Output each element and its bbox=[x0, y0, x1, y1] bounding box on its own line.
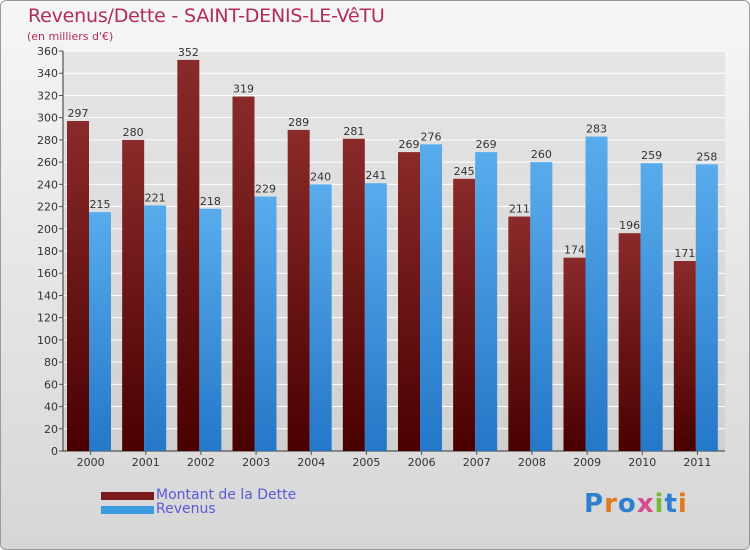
legend-label-revenus: Revenus bbox=[156, 501, 216, 517]
bar-revenus bbox=[364, 183, 387, 451]
y-tick-label: 60 bbox=[44, 378, 58, 391]
data-label-dette: 352 bbox=[178, 46, 199, 59]
y-tick-label: 320 bbox=[37, 89, 58, 102]
bar-revenus bbox=[475, 152, 498, 451]
chart-subtitle: (en milliers d'€) bbox=[27, 30, 114, 43]
y-tick-label: 40 bbox=[44, 401, 58, 414]
legend-swatch-dette bbox=[101, 492, 154, 500]
y-tick-label: 100 bbox=[37, 334, 58, 347]
y-tick-label: 120 bbox=[37, 312, 58, 325]
data-label-dette: 196 bbox=[619, 219, 640, 232]
y-tick-label: 200 bbox=[37, 223, 58, 236]
data-label-dette: 289 bbox=[288, 116, 309, 129]
x-tick-label: 2005 bbox=[352, 456, 380, 469]
x-tick-label: 2000 bbox=[77, 456, 105, 469]
bar-dette bbox=[232, 96, 255, 452]
data-label-revenus: 215 bbox=[90, 198, 111, 211]
y-tick-label: 280 bbox=[37, 134, 58, 147]
y-tick-label: 240 bbox=[37, 178, 58, 191]
chart-title: Revenus/Dette - SAINT-DENIS-LE-VêTU bbox=[28, 5, 385, 27]
y-tick-label: 20 bbox=[44, 423, 58, 436]
data-label-revenus: 240 bbox=[310, 170, 331, 183]
data-label-dette: 319 bbox=[233, 83, 254, 96]
data-label-dette: 245 bbox=[454, 165, 475, 178]
x-tick-label: 2001 bbox=[132, 456, 160, 469]
data-label-revenus: 258 bbox=[696, 150, 717, 163]
x-tick-label: 2008 bbox=[518, 456, 546, 469]
data-label-revenus: 218 bbox=[200, 195, 221, 208]
data-label-dette: 269 bbox=[399, 138, 420, 151]
bar-dette bbox=[453, 178, 476, 451]
bar-revenus bbox=[254, 196, 277, 451]
bar-revenus bbox=[309, 184, 332, 452]
y-tick-label: 0 bbox=[51, 445, 58, 458]
legend-label-dette: Montant de la Dette bbox=[156, 487, 297, 503]
x-tick-label: 2009 bbox=[573, 456, 601, 469]
y-tick-label: 180 bbox=[37, 245, 58, 258]
bar-dette bbox=[287, 129, 310, 451]
bar-dette bbox=[618, 233, 641, 451]
logo-letter: r bbox=[604, 489, 618, 519]
x-tick-label: 2003 bbox=[242, 456, 270, 469]
y-tick-label: 300 bbox=[37, 112, 58, 125]
data-label-revenus: 241 bbox=[365, 169, 386, 182]
y-tick-label: 80 bbox=[44, 356, 58, 369]
bar-revenus bbox=[530, 162, 553, 451]
data-label-revenus: 221 bbox=[145, 191, 166, 204]
y-tick-label: 160 bbox=[37, 267, 58, 280]
bar-dette bbox=[67, 121, 89, 451]
y-tick-label: 140 bbox=[37, 289, 58, 302]
logo-letter: i bbox=[677, 489, 688, 519]
data-label-revenus: 276 bbox=[421, 130, 442, 143]
bar-dette bbox=[342, 138, 365, 451]
logo-letter: x bbox=[636, 489, 655, 519]
data-label-dette: 211 bbox=[509, 203, 530, 216]
data-label-revenus: 283 bbox=[586, 123, 607, 136]
bar-dette bbox=[398, 152, 420, 451]
x-tick-label: 2011 bbox=[683, 456, 711, 469]
bar-revenus bbox=[695, 164, 718, 452]
legend-item-dette: Montant de la Dette bbox=[101, 487, 361, 504]
bar-revenus bbox=[89, 212, 111, 451]
y-tick-label: 360 bbox=[37, 45, 58, 58]
logo-letter: o bbox=[617, 489, 637, 519]
bar-revenus bbox=[144, 205, 167, 451]
bar-dette bbox=[673, 261, 696, 451]
x-tick-label: 2007 bbox=[463, 456, 491, 469]
data-label-revenus: 269 bbox=[476, 138, 497, 151]
y-tick-label: 340 bbox=[37, 67, 58, 80]
data-label-dette: 297 bbox=[68, 107, 89, 120]
logo-letter: i bbox=[654, 489, 665, 519]
data-label-revenus: 229 bbox=[255, 183, 276, 196]
x-tick-label: 2004 bbox=[297, 456, 325, 469]
legend-item-revenus: Revenus bbox=[101, 501, 361, 518]
bar-revenus bbox=[199, 208, 222, 451]
x-tick-label: 2006 bbox=[408, 456, 436, 469]
data-label-revenus: 260 bbox=[531, 148, 552, 161]
data-label-dette: 280 bbox=[123, 126, 144, 139]
x-tick-label: 2010 bbox=[628, 456, 656, 469]
bar-dette bbox=[177, 59, 200, 452]
y-tick-label: 220 bbox=[37, 201, 58, 214]
bar-dette bbox=[508, 216, 531, 451]
x-tick-label: 2002 bbox=[187, 456, 215, 469]
bar-revenus bbox=[585, 136, 608, 452]
logo-letter: P bbox=[584, 489, 605, 519]
data-label-dette: 281 bbox=[343, 125, 364, 138]
data-label-dette: 171 bbox=[674, 247, 695, 260]
data-label-dette: 174 bbox=[564, 244, 585, 257]
data-label-revenus: 259 bbox=[641, 149, 662, 162]
logo-letter: t bbox=[664, 489, 678, 519]
bar-revenus bbox=[640, 163, 663, 451]
bar-dette bbox=[563, 257, 586, 451]
proxiti-logo: Proxiti bbox=[584, 489, 688, 519]
y-tick-label: 260 bbox=[37, 156, 58, 169]
legend-swatch-revenus bbox=[101, 506, 154, 514]
bar-dette bbox=[122, 139, 145, 451]
bar-revenus bbox=[420, 144, 442, 452]
